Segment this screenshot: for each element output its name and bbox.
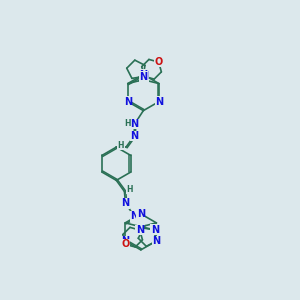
Text: N: N xyxy=(140,71,148,82)
Text: N: N xyxy=(137,209,145,219)
Text: N: N xyxy=(152,236,160,246)
Text: O: O xyxy=(121,239,130,249)
Text: H: H xyxy=(138,211,145,220)
Text: N: N xyxy=(130,211,138,221)
Text: H: H xyxy=(118,141,124,150)
Text: N: N xyxy=(155,97,163,106)
Text: N: N xyxy=(139,72,147,82)
Text: N: N xyxy=(136,225,144,235)
Text: O: O xyxy=(154,57,163,67)
Text: N: N xyxy=(130,119,139,129)
Text: H: H xyxy=(124,118,131,127)
Text: N: N xyxy=(139,70,147,80)
Text: N: N xyxy=(124,97,132,106)
Text: N: N xyxy=(122,199,130,208)
Text: N: N xyxy=(121,236,129,246)
Text: N: N xyxy=(130,131,138,141)
Text: H: H xyxy=(127,185,133,194)
Text: N: N xyxy=(151,225,159,235)
